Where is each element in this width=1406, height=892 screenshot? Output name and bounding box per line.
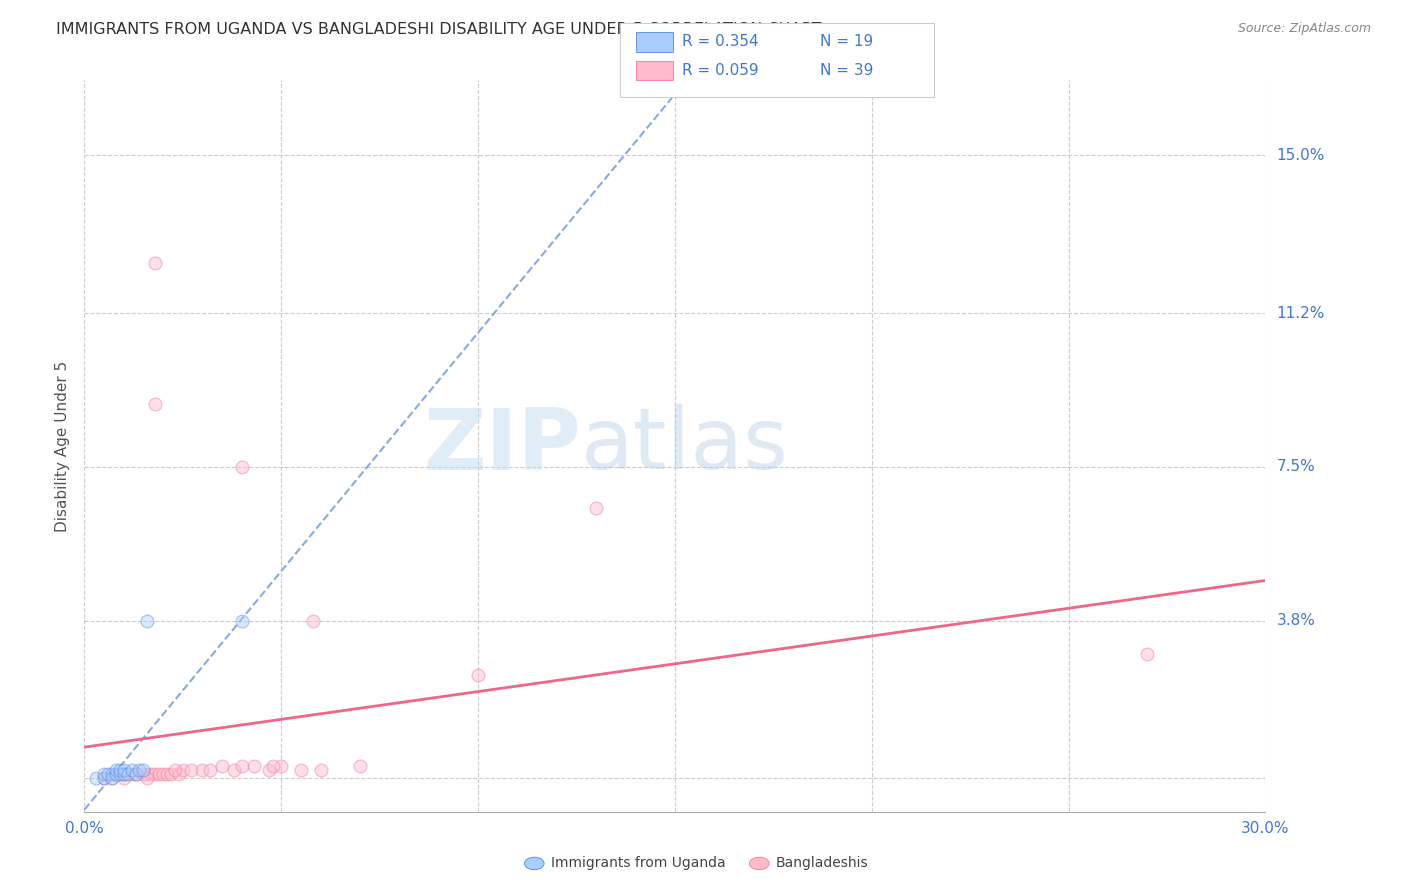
- Point: [1136, 647, 1159, 661]
- Point: [124, 767, 146, 781]
- Text: 3.8%: 3.8%: [1277, 613, 1316, 628]
- Point: [148, 767, 170, 781]
- Point: [132, 763, 155, 777]
- Point: [585, 501, 607, 516]
- Point: [108, 767, 131, 781]
- Point: [262, 759, 284, 773]
- Point: [152, 767, 174, 781]
- Point: [191, 763, 214, 777]
- Point: [467, 667, 489, 681]
- Point: [101, 772, 124, 786]
- Point: [167, 767, 190, 781]
- Point: [101, 767, 124, 781]
- Point: [136, 767, 159, 781]
- Text: IMMIGRANTS FROM UGANDA VS BANGLADESHI DISABILITY AGE UNDER 5 CORRELATION CHART: IMMIGRANTS FROM UGANDA VS BANGLADESHI DI…: [56, 22, 821, 37]
- Point: [231, 614, 253, 628]
- Text: atlas: atlas: [581, 404, 789, 488]
- Point: [136, 772, 159, 786]
- Point: [143, 767, 166, 781]
- Point: [222, 763, 245, 777]
- Text: Source: ZipAtlas.com: Source: ZipAtlas.com: [1237, 22, 1371, 36]
- Point: [143, 397, 166, 411]
- Point: [172, 763, 194, 777]
- Point: [93, 767, 115, 781]
- Text: 15.0%: 15.0%: [1277, 147, 1324, 162]
- Point: [141, 767, 163, 781]
- Point: [309, 763, 332, 777]
- Point: [349, 759, 371, 773]
- Point: [121, 767, 143, 781]
- Text: ZIP: ZIP: [423, 404, 581, 488]
- Point: [112, 772, 135, 786]
- Point: [242, 759, 264, 773]
- Point: [200, 763, 222, 777]
- Point: [97, 767, 120, 781]
- Point: [93, 772, 115, 786]
- Point: [301, 614, 323, 628]
- Point: [104, 767, 127, 781]
- Point: [211, 759, 233, 773]
- Point: [290, 763, 312, 777]
- Point: [231, 459, 253, 474]
- Point: [270, 759, 292, 773]
- Point: [259, 763, 281, 777]
- Point: [112, 767, 135, 781]
- Point: [104, 767, 127, 781]
- Text: 11.2%: 11.2%: [1277, 306, 1324, 320]
- Point: [101, 772, 124, 786]
- Point: [117, 767, 139, 781]
- Point: [108, 763, 131, 777]
- Text: N = 19: N = 19: [820, 35, 873, 49]
- Text: Bangladeshis: Bangladeshis: [776, 856, 869, 871]
- Point: [128, 763, 150, 777]
- Point: [143, 256, 166, 270]
- Point: [231, 759, 253, 773]
- Point: [136, 614, 159, 628]
- Point: [156, 767, 179, 781]
- Point: [132, 767, 155, 781]
- Point: [93, 772, 115, 786]
- Point: [180, 763, 202, 777]
- Point: [104, 763, 127, 777]
- Point: [112, 763, 135, 777]
- Y-axis label: Disability Age Under 5: Disability Age Under 5: [55, 360, 70, 532]
- Point: [124, 767, 146, 781]
- Text: Immigrants from Uganda: Immigrants from Uganda: [551, 856, 725, 871]
- Text: R = 0.354: R = 0.354: [682, 35, 758, 49]
- Point: [163, 763, 186, 777]
- Point: [121, 763, 143, 777]
- Text: N = 39: N = 39: [820, 63, 873, 78]
- Point: [84, 772, 107, 786]
- Text: 7.5%: 7.5%: [1277, 459, 1315, 475]
- Point: [160, 767, 183, 781]
- Text: R = 0.059: R = 0.059: [682, 63, 758, 78]
- Point: [112, 767, 135, 781]
